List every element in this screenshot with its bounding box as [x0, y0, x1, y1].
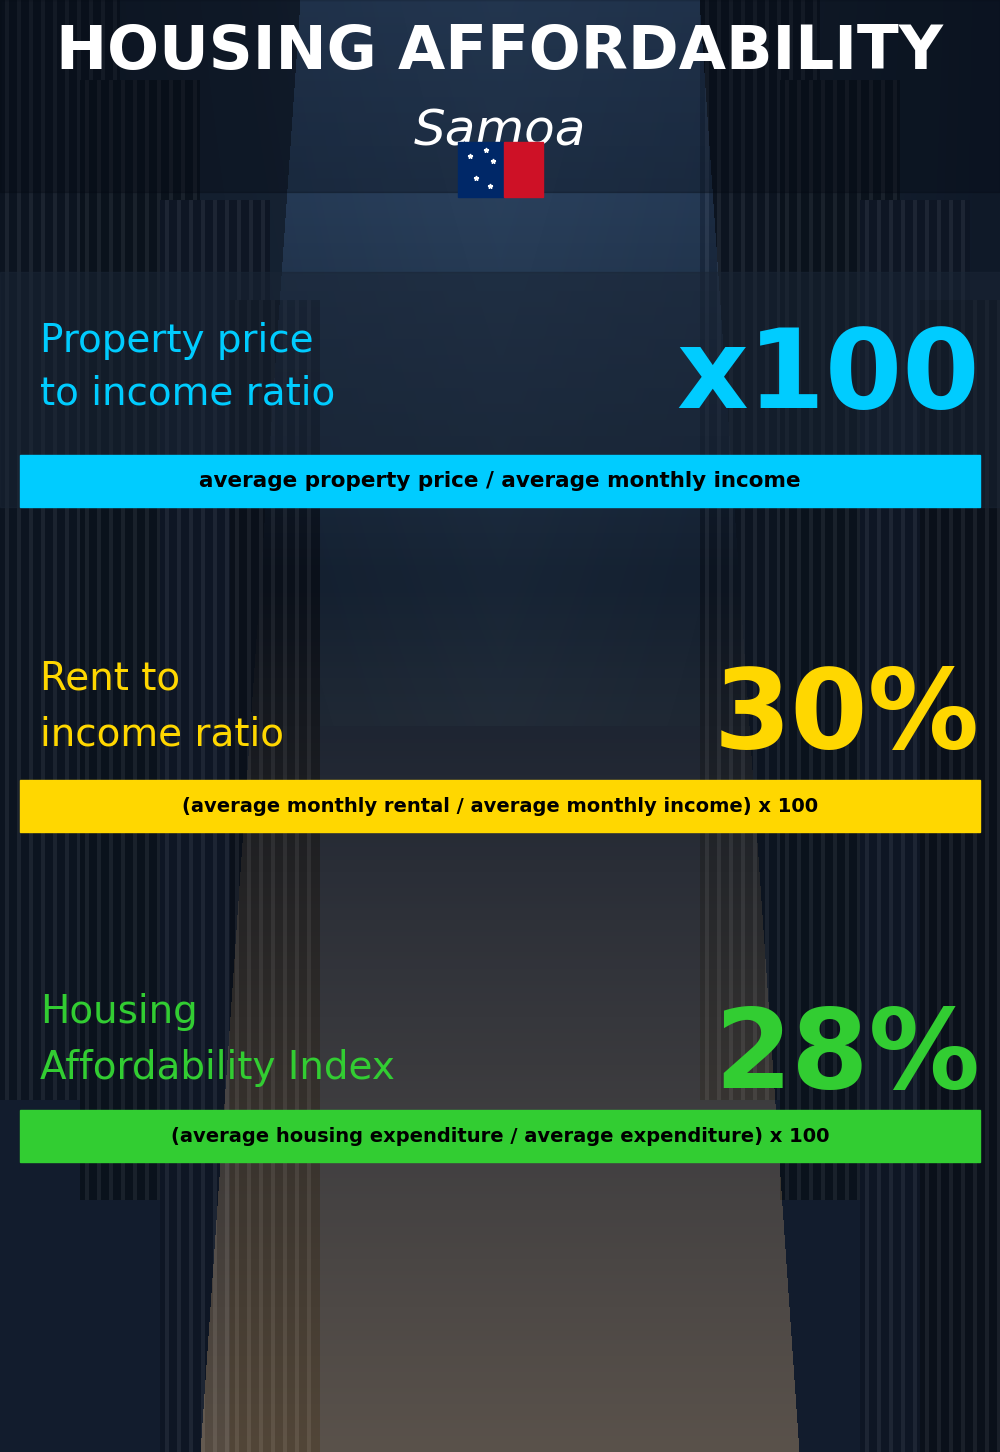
Bar — [20, 454, 980, 507]
Bar — [20, 780, 980, 832]
Text: Property price
to income ratio: Property price to income ratio — [40, 321, 335, 412]
Text: Samoa: Samoa — [414, 107, 586, 155]
Bar — [458, 142, 504, 197]
Text: Rent to
income ratio: Rent to income ratio — [40, 661, 284, 754]
Text: Housing
Affordability Index: Housing Affordability Index — [40, 993, 395, 1088]
Text: (average monthly rental / average monthly income) x 100: (average monthly rental / average monthl… — [182, 797, 818, 816]
Text: average property price / average monthly income: average property price / average monthly… — [199, 470, 801, 491]
Bar — [20, 1109, 980, 1162]
Text: 30%: 30% — [714, 664, 980, 771]
Bar — [0, 272, 1000, 507]
Text: 28%: 28% — [714, 1003, 980, 1111]
Bar — [504, 142, 543, 197]
Text: HOUSING AFFORDABILITY: HOUSING AFFORDABILITY — [56, 22, 944, 81]
Text: x100: x100 — [676, 324, 980, 430]
Bar — [0, 0, 1000, 192]
Text: (average housing expenditure / average expenditure) x 100: (average housing expenditure / average e… — [171, 1127, 829, 1146]
